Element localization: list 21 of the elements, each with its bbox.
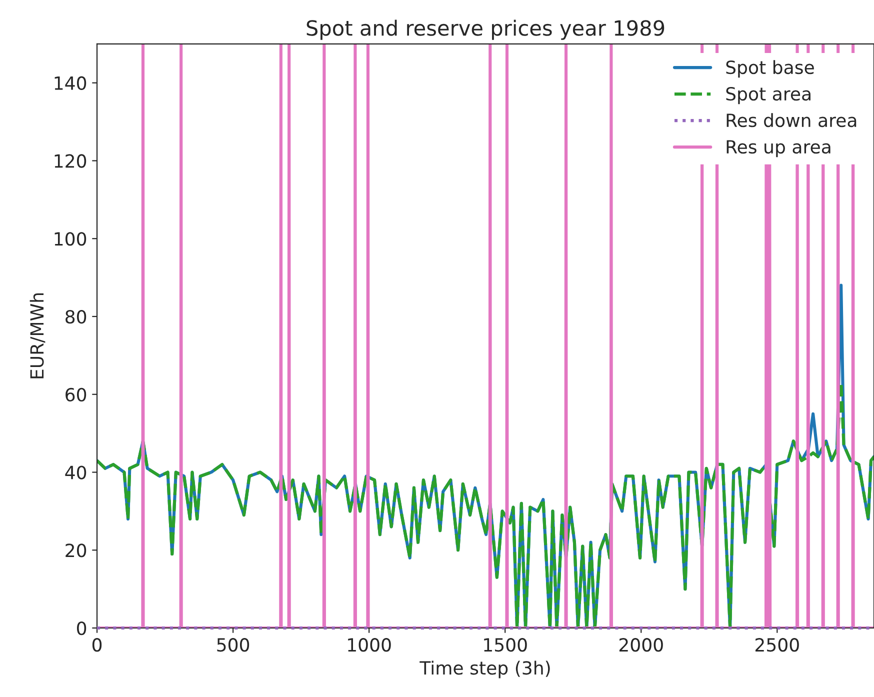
x-axis-title: Time step (3h) — [420, 660, 550, 678]
legend-label: Res down area — [726, 113, 856, 128]
legend-label: Res up area — [726, 140, 830, 158]
x-tick-label: 1500 — [484, 638, 527, 652]
y-tick-label: 140 — [54, 76, 86, 90]
y-tick-label: 40 — [65, 466, 86, 480]
y-tick-label: 0 — [76, 621, 86, 636]
y-tick-label: 60 — [66, 388, 86, 402]
y-tick-label: 20 — [66, 544, 86, 558]
x-tick-label: 2000 — [619, 638, 663, 652]
x-tick-label: 1000 — [348, 638, 391, 652]
y-tick-label: 120 — [54, 154, 86, 168]
x-tick-label: 500 — [217, 638, 250, 652]
legend-label: Spot base — [726, 60, 814, 78]
y-axis-title: EUR/MWh — [30, 293, 46, 378]
x-tick-label: 0 — [92, 638, 102, 652]
x-tick-label: 2500 — [755, 638, 799, 652]
legend-label: Spot area — [726, 86, 810, 104]
chart-title: Spot and reserve prices year 1989 — [306, 20, 664, 40]
y-tick-label: 100 — [54, 232, 86, 246]
y-tick-label: 80 — [66, 310, 86, 324]
